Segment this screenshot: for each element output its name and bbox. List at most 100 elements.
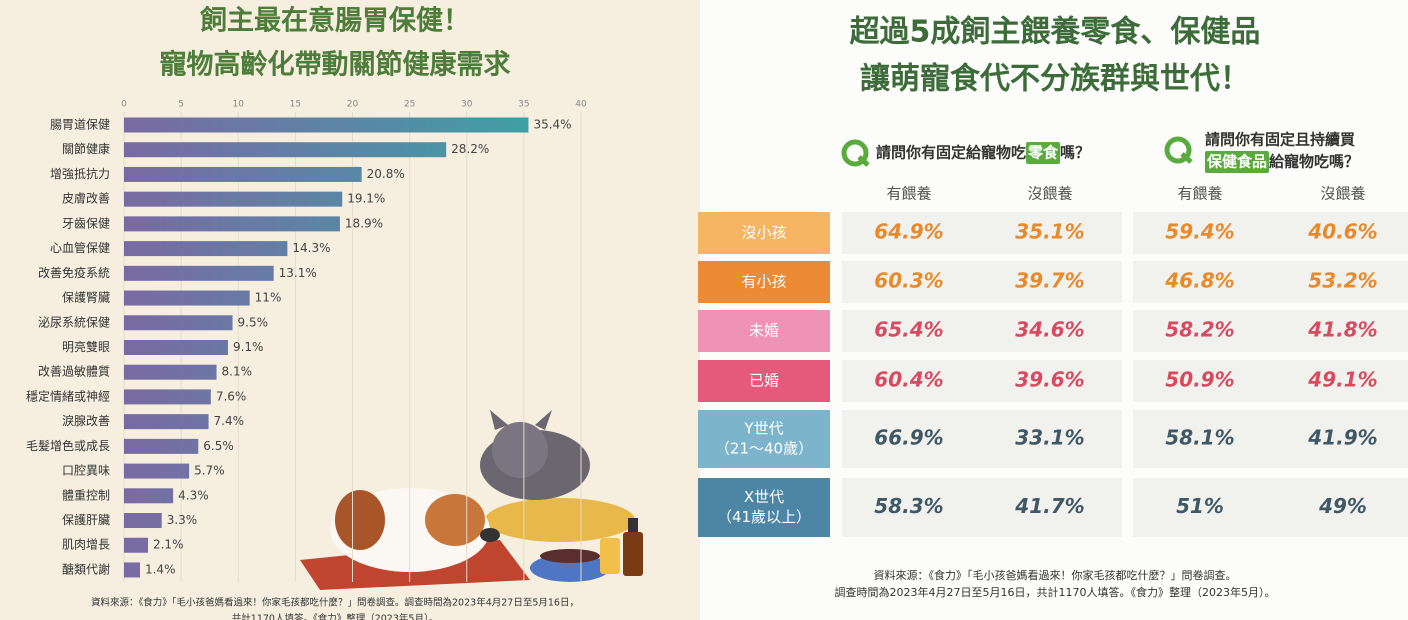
- cell-group: [842, 212, 1122, 254]
- cell-group: [842, 360, 1122, 402]
- row-label-box: [698, 212, 830, 254]
- category-label: 淚腺改善: [62, 413, 110, 428]
- category-label: 牙齒保健: [62, 216, 110, 230]
- cell-value: 41.7%: [1014, 494, 1084, 518]
- category-label: 明亮雙眼: [62, 339, 110, 354]
- cell-value: 35.1%: [1015, 220, 1084, 244]
- cell-group: [1133, 478, 1408, 537]
- category-label: 心血管保健: [50, 240, 110, 255]
- cell-value: 60.4%: [874, 368, 943, 392]
- bar: [124, 166, 362, 182]
- cell-group: [842, 261, 1122, 303]
- cell-value: 39.6%: [1015, 368, 1084, 392]
- cell-group: [1133, 360, 1408, 402]
- category-label: 皮膚改善: [62, 191, 110, 206]
- question-text: 請問你有固定且持續買: [1205, 131, 1355, 149]
- value-label: 9.5%: [238, 315, 269, 329]
- highlight-box: [1026, 142, 1061, 164]
- category-label: 毛髮增色或成長: [26, 439, 110, 453]
- question-text: 給寵物吃嗎？: [1269, 153, 1359, 171]
- row-label-box: [698, 360, 830, 402]
- row-label-box: [698, 478, 830, 537]
- column-header: 有餵養: [1177, 185, 1222, 203]
- value-label: 4.3%: [178, 488, 209, 502]
- bar: [124, 191, 343, 207]
- x-tick-label: 5: [178, 100, 184, 110]
- cell-value: 59.4%: [1165, 220, 1234, 244]
- x-tick-label: 20: [347, 100, 359, 110]
- row-label: X世代: [744, 488, 784, 506]
- question-text: 請問你有固定給寵物吃: [876, 144, 1026, 162]
- cell-value: 46.8%: [1164, 269, 1234, 293]
- category-label: 醣類代謝: [62, 561, 110, 576]
- row-label: （41歲以上）: [717, 508, 811, 526]
- cell-value: 34.6%: [1015, 318, 1084, 342]
- value-label: 1.4%: [145, 562, 176, 576]
- value-label: 13.1%: [279, 266, 317, 280]
- row-label: Y世代: [743, 420, 783, 438]
- row-label: 沒小孩: [741, 224, 786, 242]
- cell-group: [1133, 261, 1408, 303]
- bar: [124, 216, 340, 232]
- value-label: 8.1%: [222, 365, 253, 379]
- cell-value: 39.7%: [1015, 269, 1084, 293]
- cell-value: 64.9%: [874, 220, 943, 244]
- q-icon: [1164, 136, 1192, 164]
- cell-group: [1133, 410, 1408, 468]
- cell-group: [842, 478, 1122, 537]
- cell-value: 66.9%: [874, 426, 943, 450]
- x-tick-label: 10: [233, 100, 245, 110]
- category-label: 口腔異味: [62, 463, 110, 478]
- bar: [124, 562, 140, 578]
- category-label: 肌肉增長: [62, 538, 110, 552]
- value-label: 6.5%: [203, 439, 234, 453]
- column-header: 有餵養: [886, 185, 931, 203]
- category-label: 保護肝臟: [62, 512, 110, 527]
- cell-value: 40.6%: [1307, 220, 1377, 244]
- bar: [124, 389, 211, 405]
- question-highlight: 保健食品: [1206, 153, 1267, 171]
- category-label: 關節健康: [62, 141, 110, 156]
- category-label: 穩定情緒或神經: [26, 388, 110, 403]
- row-label: （21～40歲）: [715, 440, 813, 458]
- chart-title: 飼主最在意腸胃保健！: [200, 5, 470, 37]
- source-note: 資料來源：《食力》「毛小孩爸媽看過來！你家毛孩都吃什麼？」問卷調查。: [874, 568, 1237, 582]
- row-label: 有小孩: [741, 273, 786, 291]
- value-label: 9.1%: [233, 340, 264, 354]
- row-label-box: [698, 310, 830, 352]
- q-icon: [1180, 152, 1193, 164]
- value-label: 19.1%: [347, 192, 385, 206]
- value-label: 11%: [255, 291, 282, 305]
- cell-value: 49%: [1318, 494, 1367, 518]
- cell-value: 58.3%: [874, 494, 943, 518]
- question-highlight: 零食: [1027, 144, 1059, 162]
- row-label: 未婚: [749, 322, 779, 340]
- column-header: 沒餵養: [1027, 185, 1072, 203]
- row-label-box: [698, 410, 830, 468]
- cell-group: [842, 310, 1122, 352]
- x-tick-label: 35: [518, 100, 529, 110]
- cell-value: 50.9%: [1165, 368, 1234, 392]
- source-note: 共計1170人填答。《食力》整理（2023年5月）。: [232, 613, 438, 620]
- value-label: 28.2%: [451, 142, 489, 156]
- bar: [124, 463, 190, 479]
- column-header: 沒餵養: [1320, 185, 1365, 203]
- x-tick-label: 0: [121, 100, 127, 110]
- value-label: 5.7%: [194, 464, 225, 478]
- x-tick-label: 30: [461, 100, 473, 110]
- category-label: 泌尿系統保健: [38, 315, 110, 329]
- source-note: 調查時間為2023年4月27日至5月16日，共計1170人填答。《食力》整理（2…: [835, 585, 1276, 599]
- x-tick-label: 15: [290, 100, 301, 110]
- value-label: 7.4%: [214, 414, 245, 428]
- table-title: 超過5成飼主餵養零食、保健品: [850, 15, 1261, 50]
- cell-group: [842, 410, 1122, 468]
- cell-value: 60.3%: [874, 269, 943, 293]
- value-label: 7.6%: [216, 389, 247, 403]
- bar: [124, 414, 209, 430]
- row-label: 已婚: [749, 372, 779, 390]
- bar: [124, 241, 288, 257]
- cell-value: 53.2%: [1308, 269, 1377, 293]
- bar: [124, 537, 148, 553]
- question-text: 嗎？: [1060, 144, 1090, 162]
